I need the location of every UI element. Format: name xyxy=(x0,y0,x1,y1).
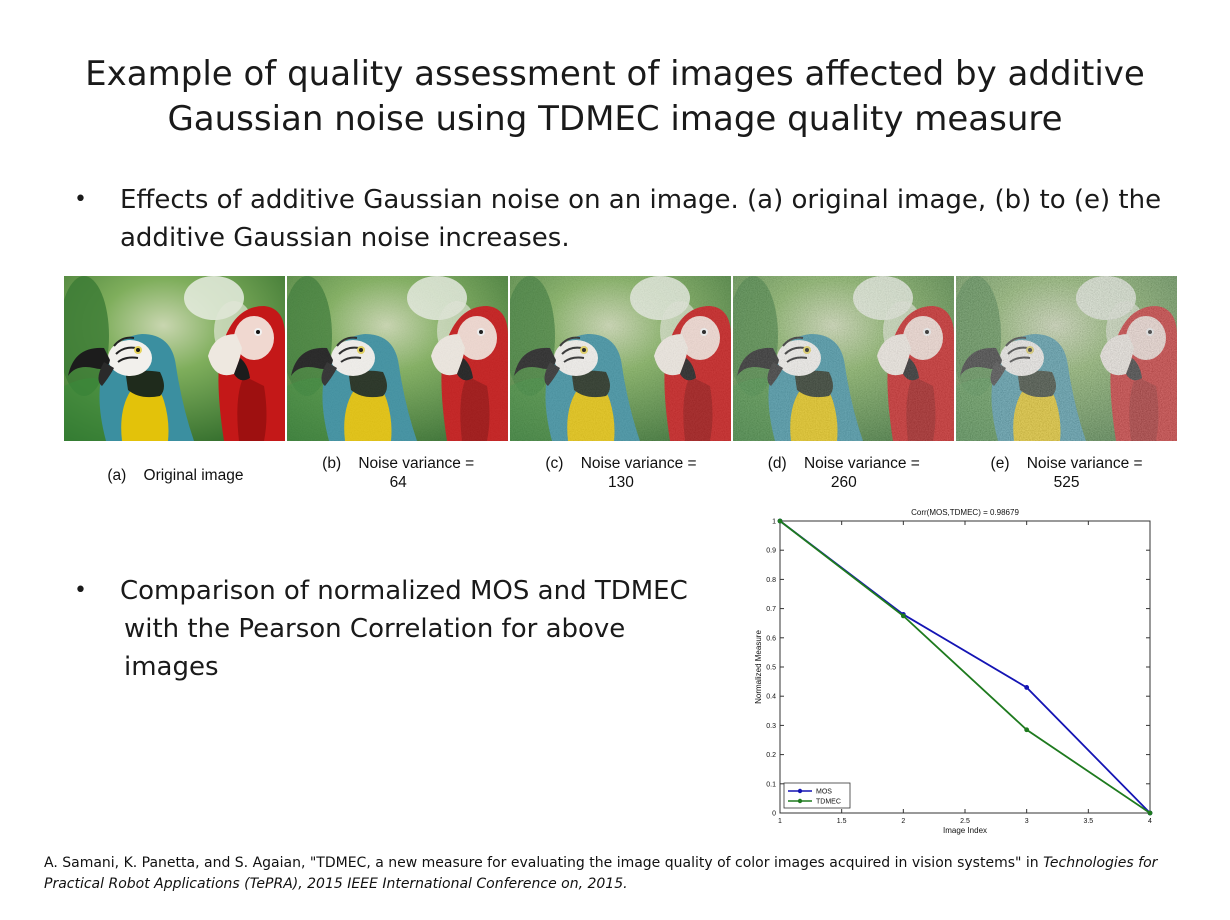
y-tick-label: 0.7 xyxy=(766,606,776,613)
caption-text: Original image xyxy=(143,467,244,484)
correlation-chart: Corr(MOS,TDMEC) = 0.98679 1 1.5 2 2.5 3 3.5 4 0 0… xyxy=(754,508,1153,835)
series-point-tdmec xyxy=(1024,727,1030,733)
bullet-comparison-line-2: with the Pearson Correlation for above i… xyxy=(124,614,626,682)
x-tick-label: 2.5 xyxy=(960,818,970,825)
caption-label: (c) xyxy=(545,455,564,472)
bullet-dot: • xyxy=(74,578,87,603)
legend-label-tdmec: TDMEC xyxy=(816,799,841,806)
caption-label: (b) xyxy=(322,455,342,472)
parrot-image-a xyxy=(64,276,285,441)
image-captions: (a) Original image (b) Noise variance = … xyxy=(64,454,1178,492)
legend-marker-tdmec xyxy=(797,798,803,804)
caption-label: (a) xyxy=(107,467,127,484)
chart-title: Corr(MOS,TDMEC) = 0.98679 xyxy=(911,508,1019,517)
x-tick-label: 1.5 xyxy=(837,818,847,825)
title-line-1: Example of quality assessment of images … xyxy=(85,54,1145,94)
legend-label-mos: MOS xyxy=(816,789,832,796)
bullet-comparison: • Comparison of normalized MOS and TDMEC… xyxy=(74,572,720,686)
title-line-2: Gaussian noise using TDMEC image quality… xyxy=(167,99,1063,139)
y-tick-label: 0.1 xyxy=(766,781,776,788)
y-tick-label: 0.2 xyxy=(766,752,776,759)
caption-value: 525 xyxy=(1053,474,1080,491)
legend-marker-mos xyxy=(797,788,803,794)
y-tick-label: 0.4 xyxy=(766,694,776,701)
parrot-image-c xyxy=(510,276,731,441)
parrot-image-e xyxy=(956,276,1177,441)
y-tick-label: 0.8 xyxy=(766,577,776,584)
x-tick-label: 1 xyxy=(778,818,782,825)
parrot-image-d xyxy=(733,276,954,441)
caption-text: Noise variance = xyxy=(1026,455,1143,472)
x-tick-label: 4 xyxy=(1148,818,1152,825)
bullet-dot: • xyxy=(74,187,87,212)
reference-venue: Technologies for Practical Robot Applica… xyxy=(44,855,1158,892)
y-tick-label: 0.3 xyxy=(766,723,776,730)
x-axis-label: Image Index xyxy=(943,826,987,835)
y-tick-label: 0.5 xyxy=(766,665,776,672)
y-tick-label: 0.9 xyxy=(766,548,776,555)
caption-a: (a) Original image xyxy=(64,454,287,492)
bullet-effects-text: Effects of additive Gaussian noise on an… xyxy=(120,185,1162,253)
series-point-tdmec xyxy=(900,613,906,619)
plot-frame xyxy=(779,520,1151,814)
legend-box xyxy=(783,782,851,809)
series-line-tdmec xyxy=(779,520,1151,814)
caption-label: (d) xyxy=(767,455,787,472)
caption-d: (d) Noise variance = 260 xyxy=(732,454,955,492)
y-axis-label: Normalized Measure xyxy=(754,630,763,704)
caption-value: 130 xyxy=(608,474,634,491)
caption-text: Noise variance = xyxy=(803,455,920,472)
bullet-comparison-line-1: Comparison of normalized MOS and TDMEC xyxy=(120,576,688,606)
y-tick-label: 0 xyxy=(772,811,776,818)
caption-text: Noise variance = xyxy=(580,455,697,472)
caption-text: Noise variance = xyxy=(358,455,475,472)
parrot-image-b xyxy=(287,276,508,441)
series-point-tdmec xyxy=(777,518,783,524)
x-tick-label: 3 xyxy=(1025,818,1029,825)
series-point-tdmec xyxy=(1147,810,1153,816)
caption-label: (e) xyxy=(990,455,1010,472)
reference-text: A. Samani, K. Panetta, and S. Agaian, "T… xyxy=(44,855,1044,871)
bullet-effects: • Effects of additive Gaussian noise on … xyxy=(74,181,1170,257)
slide-title: Example of quality assessment of images … xyxy=(40,52,1190,142)
image-strip xyxy=(64,276,1178,441)
caption-c: (c) Noise variance = 130 xyxy=(510,454,733,492)
x-tick-label: 3.5 xyxy=(1083,818,1093,825)
series-point-mos xyxy=(1024,685,1030,690)
reference-citation: A. Samani, K. Panetta, and S. Agaian, "T… xyxy=(44,853,1214,895)
caption-e: (e) Noise variance = 525 xyxy=(955,454,1178,492)
y-tick-label: 0.6 xyxy=(766,635,776,642)
y-tick-label: 1 xyxy=(772,519,776,526)
caption-b: (b) Noise variance = 64 xyxy=(287,454,510,492)
caption-value: 64 xyxy=(389,474,407,491)
caption-value: 260 xyxy=(830,474,857,491)
x-tick-label: 2 xyxy=(901,818,905,825)
